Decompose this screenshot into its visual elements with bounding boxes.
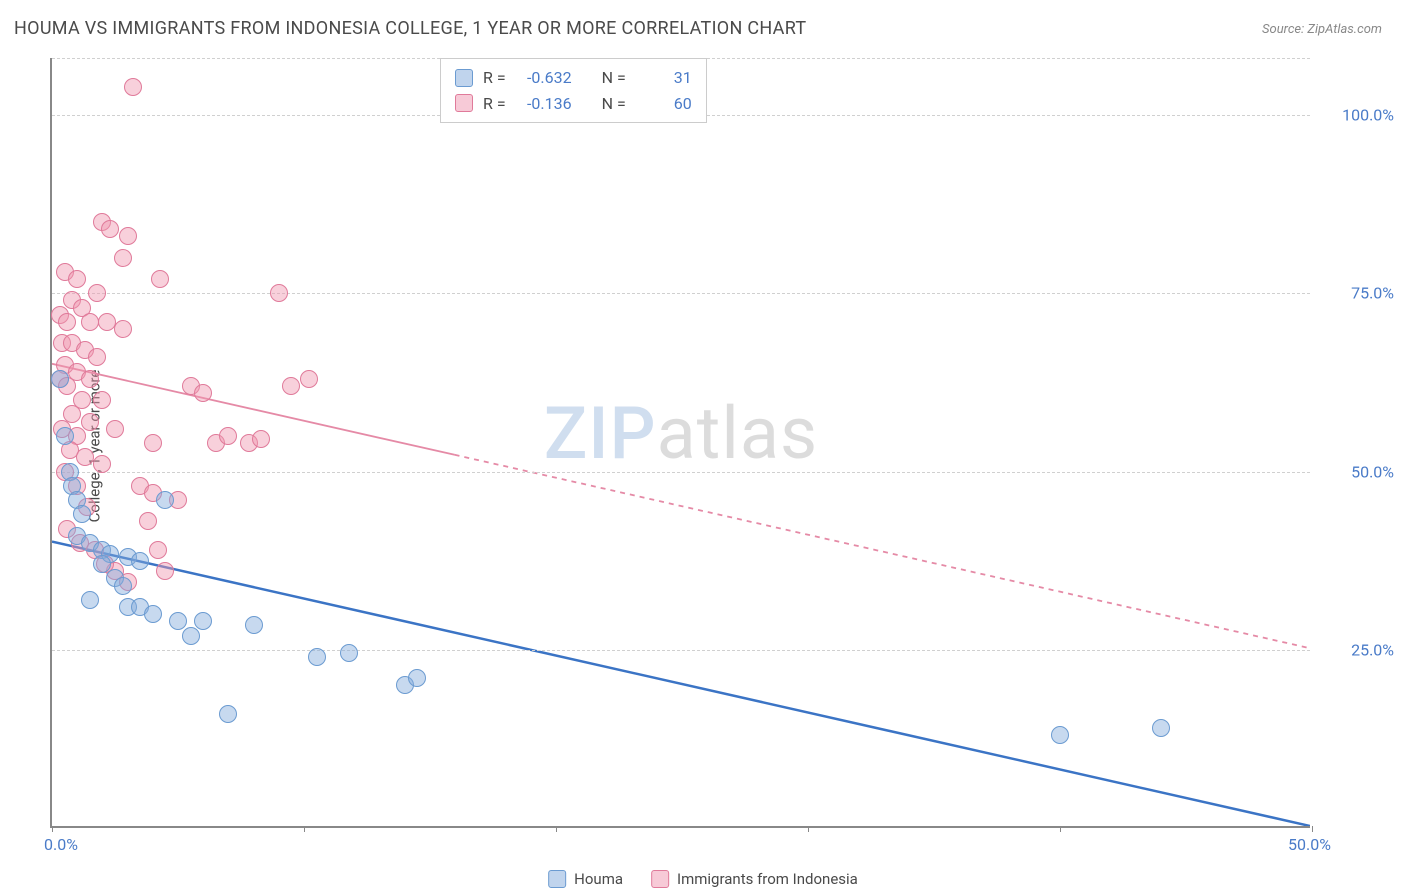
scatter-point	[156, 491, 174, 509]
scatter-point	[58, 313, 76, 331]
scatter-point	[68, 270, 86, 288]
scatter-point	[194, 384, 212, 402]
scatter-point	[88, 348, 106, 366]
scatter-point	[144, 605, 162, 623]
x-tick	[1312, 826, 1313, 832]
watermark-atlas: atlas	[657, 391, 819, 476]
scatter-point	[308, 648, 326, 666]
scatter-point	[131, 552, 149, 570]
scatter-point	[1051, 726, 1069, 744]
scatter-point	[114, 577, 132, 595]
scatter-point	[340, 644, 358, 662]
scatter-point	[270, 284, 288, 302]
scatter-point	[81, 370, 99, 388]
x-tick	[1060, 826, 1061, 832]
scatter-point	[93, 455, 111, 473]
y-tick-label: 75.0%	[1351, 284, 1394, 303]
scatter-point	[106, 420, 124, 438]
chart-title: HOUMA VS IMMIGRANTS FROM INDONESIA COLLE…	[14, 18, 806, 39]
scatter-point	[119, 227, 137, 245]
scatter-point	[93, 391, 111, 409]
x-tick	[808, 826, 809, 832]
stats-row-indonesia: R = -0.136 N = 60	[455, 91, 692, 117]
n-value-indonesia: 60	[636, 91, 692, 117]
scatter-point	[300, 370, 318, 388]
x-tick	[304, 826, 305, 832]
swatch-pink-icon	[651, 870, 669, 888]
legend-label-houma: Houma	[574, 870, 623, 888]
gridline	[52, 472, 1310, 473]
scatter-point	[81, 591, 99, 609]
legend-item-houma: Houma	[548, 870, 623, 888]
swatch-blue-icon	[455, 69, 473, 87]
x-tick	[556, 826, 557, 832]
scatter-point	[149, 541, 167, 559]
scatter-point	[81, 413, 99, 431]
scatter-point	[56, 427, 74, 445]
gridline	[52, 293, 1310, 294]
stats-legend-box: R = -0.632 N = 31 R = -0.136 N = 60	[440, 58, 707, 123]
source-attribution: Source: ZipAtlas.com	[1262, 22, 1382, 37]
scatter-point	[156, 562, 174, 580]
scatter-point	[81, 313, 99, 331]
scatter-point	[88, 284, 106, 302]
scatter-point	[194, 612, 212, 630]
chart-container: HOUMA VS IMMIGRANTS FROM INDONESIA COLLE…	[0, 0, 1406, 892]
swatch-pink-icon	[455, 94, 473, 112]
scatter-point	[252, 430, 270, 448]
scatter-point	[282, 377, 300, 395]
scatter-point	[114, 320, 132, 338]
scatter-point	[1152, 719, 1170, 737]
r-value-indonesia: -0.136	[516, 91, 572, 117]
n-label: N =	[602, 91, 626, 117]
watermark: ZIPatlas	[544, 391, 818, 476]
x-tick-label: 50.0%	[1288, 835, 1331, 854]
n-value-houma: 31	[636, 65, 692, 91]
legend-label-indonesia: Immigrants from Indonesia	[677, 870, 858, 888]
r-label: R =	[483, 91, 506, 117]
scatter-point	[245, 616, 263, 634]
x-tick	[52, 826, 53, 832]
x-tick-label: 0.0%	[44, 835, 78, 854]
scatter-point	[76, 448, 94, 466]
scatter-point	[408, 669, 426, 687]
scatter-point	[151, 270, 169, 288]
scatter-point	[139, 512, 157, 530]
scatter-point	[114, 249, 132, 267]
scatter-point	[219, 427, 237, 445]
gridline	[52, 650, 1310, 651]
scatter-point	[124, 78, 142, 96]
legend-item-indonesia: Immigrants from Indonesia	[651, 870, 858, 888]
stats-row-houma: R = -0.632 N = 31	[455, 65, 692, 91]
plot-area: ZIPatlas 25.0%50.0%75.0%100.0%0.0%50.0%	[50, 58, 1310, 828]
y-tick-label: 100.0%	[1342, 106, 1394, 125]
watermark-zip: ZIP	[544, 391, 657, 476]
scatter-point	[144, 434, 162, 452]
r-label: R =	[483, 65, 506, 91]
scatter-point	[73, 505, 91, 523]
scatter-point	[182, 627, 200, 645]
scatter-point	[101, 220, 119, 238]
scatter-point	[51, 370, 69, 388]
r-value-houma: -0.632	[516, 65, 572, 91]
n-label: N =	[602, 65, 626, 91]
swatch-blue-icon	[548, 870, 566, 888]
y-tick-label: 50.0%	[1351, 462, 1394, 481]
y-tick-label: 25.0%	[1351, 640, 1394, 659]
scatter-point	[219, 705, 237, 723]
bottom-legend: Houma Immigrants from Indonesia	[548, 870, 858, 888]
